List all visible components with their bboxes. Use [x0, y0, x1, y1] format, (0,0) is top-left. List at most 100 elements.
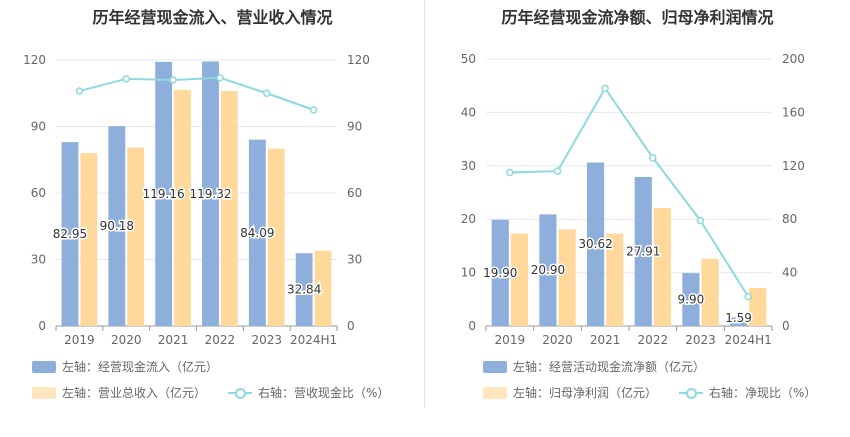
- x-axis-tick-label: 2022: [205, 333, 236, 347]
- bar-secondary: [510, 233, 528, 326]
- right-axis-tick-label: 0: [782, 319, 790, 333]
- bar-primary: [587, 162, 605, 326]
- data-label: 119.32: [189, 187, 231, 201]
- bar-primary: [61, 142, 79, 326]
- right-axis-tick-label: 160: [782, 105, 805, 119]
- bar-primary: [202, 61, 219, 327]
- left-axis-tick-label: 60: [31, 186, 46, 200]
- x-axis-tick-label: 2020: [542, 333, 573, 347]
- legend-swatch-line: [228, 387, 253, 399]
- right-axis-tick-label: 90: [347, 120, 362, 134]
- bar-secondary: [314, 250, 332, 326]
- legend-label: 右轴：营收现金比（%）: [258, 386, 390, 400]
- legend-swatch-bar: [483, 360, 507, 373]
- legend-swatch-bar: [32, 360, 56, 373]
- x-axis-tick-label: 2021: [590, 333, 621, 347]
- right-axis-tick-label: 40: [782, 266, 797, 280]
- legend-item[interactable]: 左轴：经营活动现金流净额（亿元）: [483, 358, 705, 375]
- ratio-line: [509, 86, 750, 298]
- legend-label: 左轴：营业总收入（亿元）: [62, 386, 207, 400]
- left-axis-tick-label: 90: [31, 120, 46, 134]
- data-label: 27.91: [626, 244, 660, 258]
- data-label: 84.09: [240, 226, 274, 240]
- bar-primary: [682, 273, 700, 326]
- left-axis-tick-label: 120: [23, 53, 46, 67]
- x-axis-tick-label: 2023: [685, 333, 716, 347]
- legend-label: 右轴：净现比（%）: [709, 386, 817, 400]
- ratio-point: [696, 216, 705, 225]
- x-axis-tick-label: 2024H1: [725, 333, 772, 347]
- data-label: 19.90: [483, 266, 517, 280]
- left-axis-tick-label: 20: [461, 212, 476, 226]
- ratio-point: [553, 167, 562, 175]
- legend-row-1: 左轴：经营活动现金流净额（亿元）: [483, 358, 727, 375]
- data-label: 30.62: [578, 237, 612, 251]
- chart-title: 历年经营现金流入、营业收入情况: [92, 8, 333, 27]
- data-label: 82.95: [53, 227, 87, 241]
- right-axis-tick-label: 0: [347, 319, 355, 333]
- ratio-point: [75, 87, 84, 95]
- panel-divider: [424, 0, 425, 408]
- right-axis-tick-label: 200: [782, 52, 805, 66]
- legend-row-2: 左轴：营业总收入（亿元） 右轴：营收现金比（%）: [32, 384, 411, 401]
- data-label: 9.90: [678, 293, 705, 307]
- x-axis-tick-label: 2020: [111, 333, 142, 347]
- ratio-point: [309, 106, 318, 114]
- legend-item[interactable]: 左轴：营业总收入（亿元）: [32, 384, 206, 401]
- legend-item[interactable]: 右轴：营收现金比（%）: [228, 384, 389, 401]
- right-axis-tick-label: 120: [347, 53, 370, 67]
- ratio-point: [506, 168, 514, 177]
- data-label: 20.90: [531, 263, 565, 277]
- data-label: 1.59: [725, 311, 752, 325]
- legend-row-1: 左轴：经营现金流入（亿元）: [32, 358, 240, 375]
- ratio-point: [601, 84, 609, 93]
- chart-panel-net-cash: 历年经营现金流净额、归母净利润情况 0 10 20 30 40 50 0 40 80 120 160…: [425, 0, 850, 437]
- legend-item[interactable]: 左轴：经营现金流入（亿元）: [32, 358, 218, 375]
- left-axis-tick-label: 30: [461, 159, 476, 173]
- bar-secondary: [220, 91, 238, 327]
- legend-swatch-line: [679, 387, 704, 399]
- left-axis-tick-label: 10: [461, 266, 476, 280]
- bar-secondary: [606, 233, 624, 326]
- legend-row-2: 左轴：归母净利润（亿元） 右轴：净现比（%）: [483, 384, 838, 401]
- bar-primary: [295, 253, 313, 326]
- bar-primary: [634, 176, 652, 326]
- bar-secondary: [558, 229, 576, 326]
- legend-item[interactable]: 左轴：归母净利润（亿元）: [483, 384, 657, 401]
- ratio-point: [263, 89, 271, 97]
- ratio-line: [79, 76, 314, 111]
- legend-label: 左轴：归母净利润（亿元）: [513, 386, 658, 400]
- legend-swatch-bar: [32, 386, 56, 399]
- x-axis-tick-label: 2021: [158, 333, 189, 347]
- bar-secondary: [267, 148, 285, 326]
- ratio-point: [216, 73, 224, 82]
- left-axis-tick-label: 0: [38, 319, 46, 333]
- legend-label: 左轴：经营活动现金流净额（亿元）: [513, 360, 706, 374]
- bar-secondary: [653, 207, 671, 326]
- chart-plot: 0 30 60 90 120 0 30 60 90 120 2019 2020 2021 2022 2023…: [23, 53, 370, 347]
- legend-item[interactable]: 右轴：净现比（%）: [679, 384, 816, 401]
- data-label: 119.16: [143, 187, 185, 201]
- right-axis-tick-label: 30: [347, 253, 362, 267]
- right-axis-tick-label: 120: [782, 159, 805, 173]
- chart-plot: 0 10 20 30 40 50 0 40 80 120 160 200 2019 2020 2021 202…: [461, 52, 805, 347]
- bar-primary: [155, 61, 173, 326]
- right-axis-tick-label: 60: [347, 186, 362, 200]
- bar-primary: [491, 219, 509, 326]
- left-axis-tick-label: 0: [468, 319, 476, 333]
- right-axis-tick-label: 80: [782, 212, 797, 226]
- ratio-point: [744, 292, 752, 301]
- ratio-point: [169, 76, 177, 84]
- ratio-point: [649, 154, 657, 162]
- chart-title: 历年经营现金流净额、归母净利润情况: [501, 8, 774, 27]
- ratio-point: [122, 75, 130, 83]
- x-axis-tick-label: 2024H1: [290, 333, 337, 347]
- bar-primary: [539, 214, 557, 326]
- bar-secondary: [127, 147, 145, 326]
- bar-primary: [730, 317, 748, 326]
- x-axis-tick-label: 2023: [251, 333, 282, 347]
- x-axis-tick-label: 2019: [495, 333, 526, 347]
- legend-label: 左轴：经营现金流入（亿元）: [62, 360, 219, 374]
- data-label: 90.18: [100, 219, 134, 233]
- bar-secondary: [701, 258, 719, 326]
